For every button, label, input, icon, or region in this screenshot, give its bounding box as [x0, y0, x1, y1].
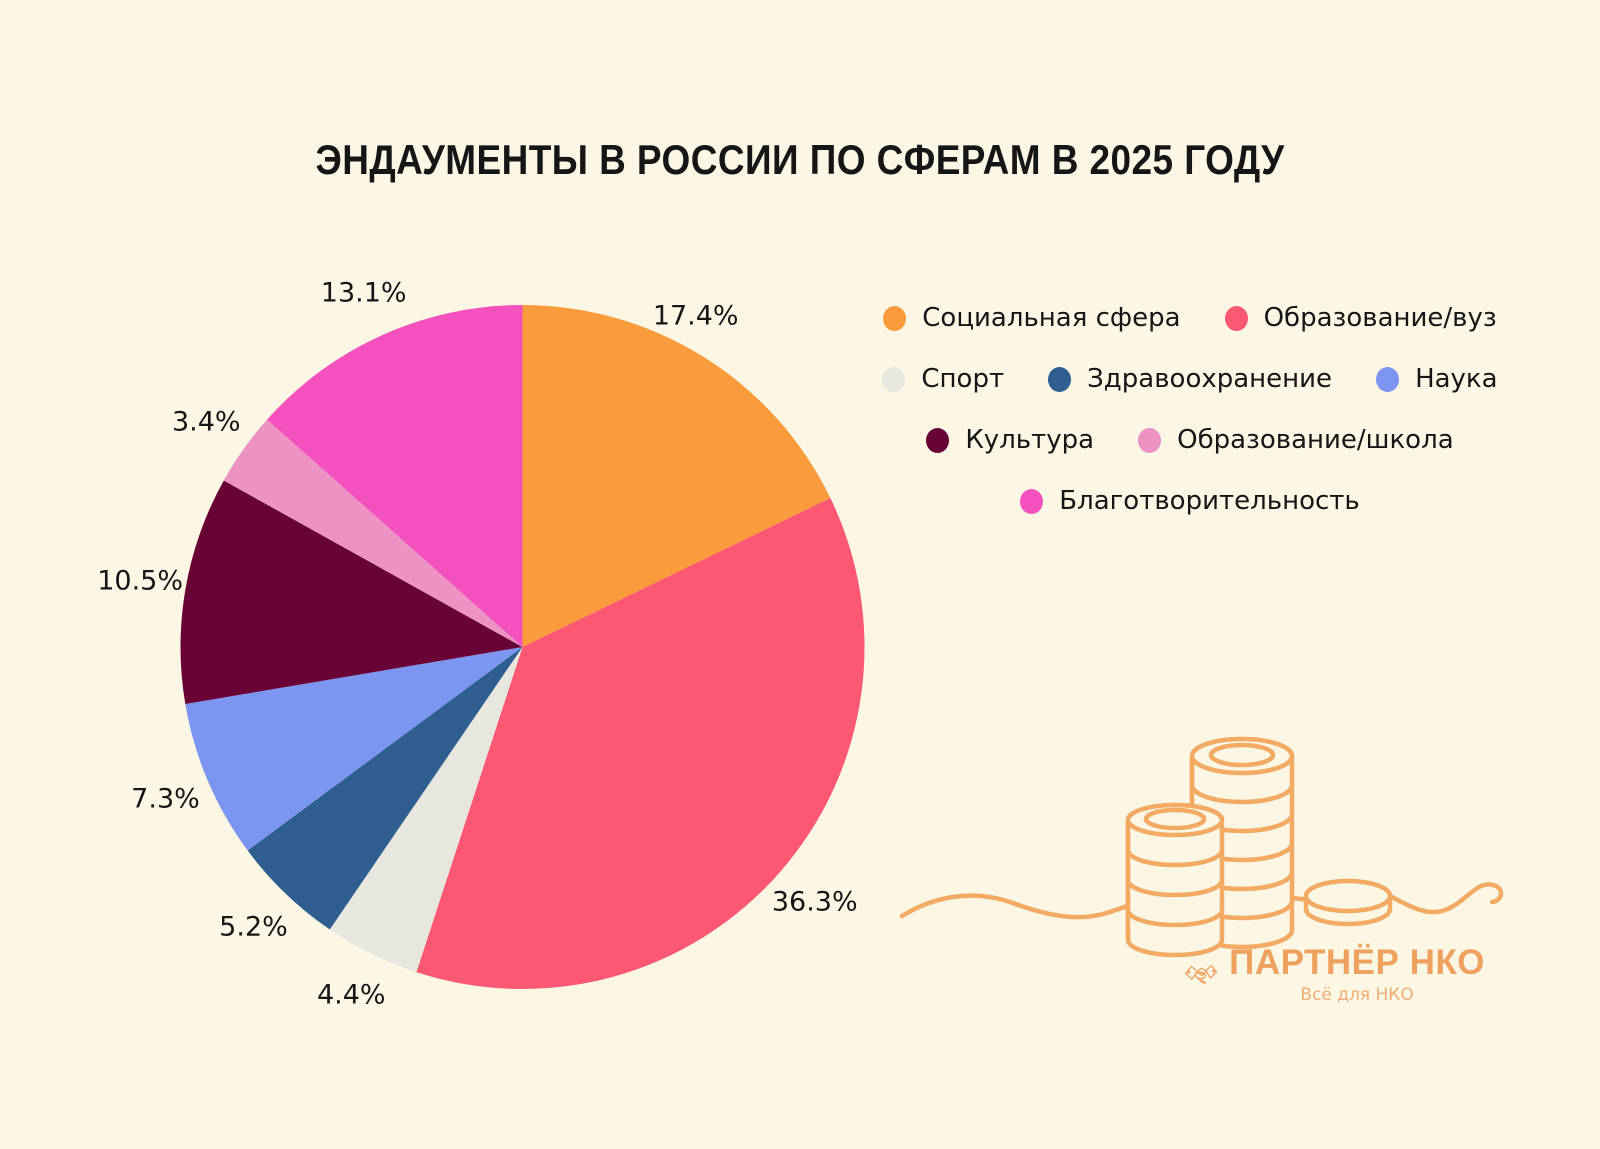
legend-item: Благотворительность [1020, 486, 1360, 516]
legend-item: Образование/вуз [1224, 303, 1497, 333]
legend-dot-icon [1020, 488, 1044, 514]
short-coin-stack-icon [1125, 802, 1225, 958]
legend-label: Здравоохранение [1087, 364, 1333, 394]
slice-value-label: 4.4% [316, 979, 386, 1011]
slice-value-label: 7.3% [131, 783, 200, 815]
legend-dot-icon [1048, 366, 1072, 392]
brand-name: ПАРТНЁР НКО [1229, 943, 1485, 982]
legend-label: Благотворительность [1059, 486, 1360, 516]
slice-value-label: 5.2% [219, 911, 288, 943]
legend-item: Здравоохранение [1048, 364, 1332, 394]
legend-item: Образование/школа [1138, 425, 1454, 455]
pie-slice-0 [522, 305, 831, 647]
pie-slice-2 [329, 647, 523, 973]
brand-logo: ПАРТНЁР НКО Всё для НКО [1185, 943, 1485, 1006]
legend-label: Наука [1415, 364, 1498, 394]
pie-slice-7 [267, 305, 523, 647]
pie-slice-4 [185, 647, 523, 851]
slice-value-label: 17.4% [652, 300, 739, 332]
slice-value-label: 10.5% [97, 565, 184, 597]
legend-dot-icon [1376, 366, 1400, 392]
legend-item: Культура [926, 425, 1094, 455]
legend-label: Образование/школа [1177, 425, 1454, 455]
legend-dot-icon [926, 427, 950, 453]
legend-label: Образование/вуз [1263, 303, 1497, 333]
legend-row: Благотворительность [1020, 486, 1360, 516]
pie-slice-3 [247, 647, 523, 930]
slice-value-label: 36.3% [771, 886, 858, 918]
legend-item: Наука [1376, 364, 1498, 394]
legend-row: Культура Образование/школа [926, 425, 1454, 455]
legend-item: Социальная сфера [883, 303, 1181, 333]
legend-item: Спорт [882, 364, 1004, 394]
single-coin-icon [1303, 878, 1393, 927]
slice-value-label: 13.1% [320, 277, 407, 309]
pie-slice-5 [180, 480, 523, 704]
legend-dot-icon [1224, 305, 1248, 331]
coins-illustration [899, 736, 1504, 958]
legend-row: Социальная сфера Образование/вуз [883, 303, 1497, 333]
legend-label: Культура [965, 425, 1095, 455]
pie-slice-6 [223, 419, 523, 647]
legend-row: Спорт Здравоохранение Наука [882, 364, 1498, 394]
handshake-icon [1185, 965, 1218, 984]
brand-tagline: Всё для НКО [1300, 984, 1414, 1005]
legend-label: Социальная сфера [922, 303, 1181, 333]
legend-dot-icon [883, 305, 907, 331]
page-title: ЭНДАУМЕНТЫ В РОССИИ ПО СФЕРАМ В 2025 ГОД… [315, 136, 1285, 183]
chart-legend: Социальная сфера Образование/вуз Спорт Здра… [880, 303, 1500, 516]
pie-slice-1 [416, 498, 865, 990]
legend-dot-icon [882, 366, 906, 392]
slice-value-label: 3.4% [171, 406, 241, 438]
legend-label: Спорт [921, 364, 1005, 394]
legend-dot-icon [1138, 427, 1162, 453]
